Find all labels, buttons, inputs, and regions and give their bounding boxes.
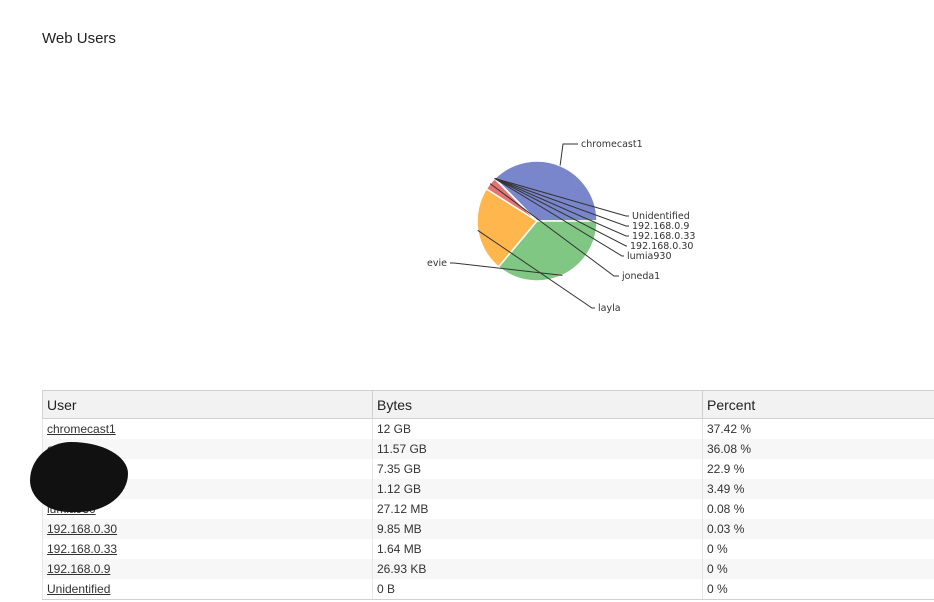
- percent-cell: 0.08 %: [702, 499, 934, 519]
- user-link[interactable]: 192.168.0.9: [47, 562, 111, 576]
- user-cell: evie: [42, 439, 373, 459]
- leader-line-192-168-0-9: [494, 177, 629, 227]
- table-row: joneda1 1.12 GB 3.49 %: [42, 479, 934, 499]
- pie-label-192-168-0-9: 192.168.0.9: [632, 221, 689, 232]
- percent-cell: 3.49 %: [702, 479, 934, 499]
- pie-label-layla: layla: [598, 303, 621, 314]
- leader-line-unidentified: [494, 177, 629, 217]
- percent-cell: 0.03 %: [702, 519, 934, 539]
- pie-chart: chromecast1Unidentified192.168.0.9192.16…: [427, 139, 695, 314]
- leader-line-evie: [450, 262, 563, 276]
- table-row: chromecast1 12 GB 37.42 %: [42, 418, 934, 439]
- pie-label-lumia930: lumia930: [627, 251, 672, 262]
- bytes-cell: 12 GB: [372, 418, 703, 439]
- leader-line-lumia930: [494, 178, 624, 257]
- table-row: layla 7.35 GB 22.9 %: [42, 459, 934, 479]
- table-row: 192.168.0.30 9.85 MB 0.03 %: [42, 519, 934, 539]
- header-bytes[interactable]: Bytes: [372, 390, 703, 419]
- header-user[interactable]: User: [42, 390, 373, 419]
- pie-slice-layla[interactable]: [476, 187, 539, 269]
- bytes-cell: 7.35 GB: [372, 459, 703, 479]
- leader-line-192-168-0-30: [494, 177, 627, 247]
- user-link[interactable]: Unidentified: [47, 582, 111, 596]
- user-cell: 192.168.0.30: [42, 519, 373, 539]
- bytes-cell: 26.93 KB: [372, 559, 703, 579]
- user-link[interactable]: 192.168.0.30: [47, 522, 118, 536]
- pie-label-joneda1: joneda1: [621, 271, 660, 282]
- bytes-cell: 0 B: [372, 579, 703, 600]
- table-row: lumia930 27.12 MB 0.08 %: [42, 499, 934, 519]
- leader-line-192-168-0-33: [494, 177, 629, 237]
- pie-label-unidentified: Unidentified: [632, 211, 690, 222]
- bytes-cell: 11.57 GB: [372, 439, 703, 459]
- users-table: User Bytes Percent chromecast1 12 GB 37.…: [42, 390, 934, 600]
- pie-label-chromecast1: chromecast1: [581, 139, 643, 150]
- bytes-cell: 1.64 MB: [372, 539, 703, 559]
- table-row: 192.168.0.33 1.64 MB 0 %: [42, 539, 934, 559]
- table-row: evie 11.57 GB 36.08 %: [42, 439, 934, 459]
- page-title: Web Users: [42, 30, 116, 47]
- pie-label-evie: evie: [427, 258, 447, 269]
- user-cell: chromecast1: [42, 418, 373, 439]
- table-row: 192.168.0.9 26.93 KB 0 %: [42, 559, 934, 579]
- user-cell: 192.168.0.9: [42, 559, 373, 579]
- leader-line-layla: [477, 229, 595, 309]
- percent-cell: 0 %: [702, 539, 934, 559]
- pie-label-192-168-0-33: 192.168.0.33: [632, 231, 695, 242]
- header-percent[interactable]: Percent: [702, 390, 934, 419]
- percent-cell: 37.42 %: [702, 418, 934, 439]
- leader-line-joneda1: [489, 183, 619, 277]
- percent-cell: 36.08 %: [702, 439, 934, 459]
- user-link[interactable]: 192.168.0.33: [47, 542, 118, 556]
- user-cell: 192.168.0.33: [42, 539, 373, 559]
- user-cell: Unidentified: [42, 579, 373, 600]
- bytes-cell: 27.12 MB: [372, 499, 703, 519]
- percent-cell: 0 %: [702, 579, 934, 600]
- pie-label-192-168-0-30: 192.168.0.30: [630, 241, 693, 252]
- user-link[interactable]: chromecast1: [47, 422, 116, 436]
- percent-cell: 0 %: [702, 559, 934, 579]
- leader-line-chromecast1: [559, 143, 578, 166]
- table-header-row: User Bytes Percent: [42, 390, 934, 419]
- bytes-cell: 9.85 MB: [372, 519, 703, 539]
- redaction-mark: [30, 442, 128, 512]
- percent-cell: 22.9 %: [702, 459, 934, 479]
- pie-slice-evie[interactable]: [497, 220, 598, 282]
- table-row: Unidentified 0 B 0 %: [42, 579, 934, 600]
- bytes-cell: 1.12 GB: [372, 479, 703, 499]
